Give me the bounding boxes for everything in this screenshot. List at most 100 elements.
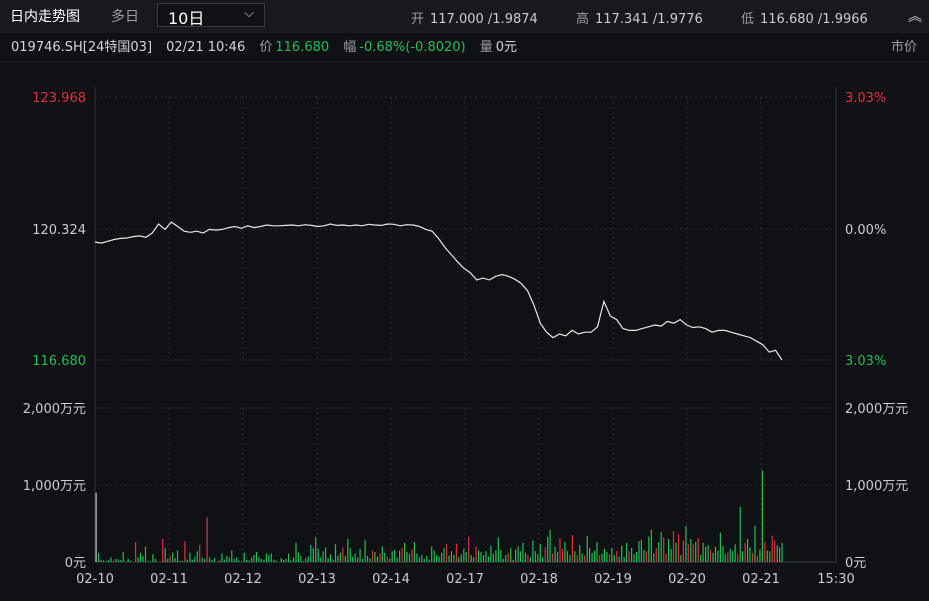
price-y-tick-label: 123.968 [32, 91, 86, 106]
x-tick-label: 02-12 [224, 572, 262, 587]
volume-y-tick-label-right: 0元 [845, 556, 866, 571]
volume-bar [692, 544, 694, 562]
volume-bar [670, 548, 672, 562]
top-bar [0, 0, 929, 33]
volume-bar [443, 548, 445, 562]
period-select[interactable]: 10日 ⌵ [157, 3, 265, 28]
volume-bar [233, 558, 235, 562]
volume-bar [406, 552, 408, 562]
volume-bar [579, 545, 581, 562]
volume-bar [102, 560, 105, 562]
market-price-label[interactable]: 市价 [891, 40, 918, 55]
volume-bar [221, 553, 223, 562]
volume-bar [653, 553, 655, 562]
volume-bar [571, 535, 573, 562]
volume-bar [120, 560, 122, 562]
volume-label: 量 [479, 40, 493, 55]
volume-bar [206, 517, 208, 562]
volume-bar [744, 542, 746, 563]
price-line [94, 221, 783, 361]
volume-bar [603, 548, 605, 562]
volume-bar [487, 556, 490, 562]
volume-bar [490, 545, 492, 562]
volume-bar [453, 555, 455, 562]
volume-bar [275, 560, 277, 562]
tab-multiday[interactable]: 多日 [111, 9, 139, 25]
x-tick-label: 02-14 [372, 572, 410, 587]
volume-bar [613, 555, 615, 562]
volume-bar [421, 555, 423, 562]
volume-bar [742, 551, 744, 562]
volume-bar [779, 547, 781, 562]
volume-bar [362, 558, 364, 562]
volume-bar [300, 555, 302, 562]
volume-bar [438, 556, 440, 562]
open-value: 117.000 /1.9874 [430, 12, 538, 27]
volume-bar [139, 552, 142, 562]
volume-bar [199, 545, 201, 562]
volume-bar [556, 552, 559, 562]
volume-bar [144, 546, 147, 562]
volume-bar [223, 559, 225, 562]
volume-bar [366, 555, 369, 562]
volume-bar [371, 550, 374, 562]
volume-bar [381, 546, 383, 562]
volume-bar [186, 559, 188, 562]
volume-bar [255, 552, 258, 562]
volume-bar [226, 555, 228, 562]
volume-bar [283, 559, 285, 562]
volume-y-tick-label-right: 1,000万元 [845, 479, 908, 494]
volume-bar [246, 559, 248, 562]
price-y-tick-label: 120.324 [32, 223, 86, 238]
volume-bar [135, 542, 137, 562]
volume-bar [724, 554, 726, 562]
volume-bar [352, 556, 354, 562]
volume-bar [428, 559, 430, 562]
volume-bar [495, 550, 497, 562]
volume-bar [589, 548, 591, 562]
volume-bar [465, 552, 467, 562]
volume-bar [633, 554, 635, 562]
volume-bar [650, 529, 652, 562]
volume-bar [705, 546, 707, 562]
volume-bar [317, 548, 319, 562]
x-tick-label: 02-20 [668, 572, 706, 587]
volume-bar [404, 542, 406, 563]
volume-bar [310, 545, 312, 562]
volume-bar [628, 551, 630, 562]
info-row: 019746.SH[24特国03] 02/21 10:46 价 116.680 幅… [11, 36, 517, 55]
x-tick-label: 02-17 [446, 572, 484, 587]
volume-bar [717, 550, 719, 562]
volume-bar [394, 549, 396, 562]
volume-bar [635, 552, 638, 562]
volume-bar [749, 547, 751, 562]
volume-bar [154, 558, 156, 562]
volume-y-tick-label-right: 2,000万元 [845, 402, 908, 417]
x-tick-label: 02-11 [150, 572, 188, 587]
tab-intraday[interactable]: 日内走势图 [10, 9, 80, 25]
volume-bar [737, 554, 739, 562]
volume-bar [591, 552, 593, 562]
volume-bar [537, 554, 539, 562]
volume-value: 0元 [495, 40, 518, 55]
volume-bar [251, 557, 253, 562]
volume-bar [399, 550, 401, 562]
volume-bar [655, 548, 657, 562]
volume-bar [492, 553, 494, 562]
volume-bar [122, 552, 124, 562]
volume-bar [265, 553, 267, 562]
volume-bar [569, 555, 571, 562]
volume-bar [616, 551, 618, 562]
volume-bar [552, 553, 554, 562]
datetime: 02/21 10:46 [166, 40, 246, 55]
volume-bar [228, 557, 230, 562]
volume-bar [396, 557, 398, 562]
volume-bar [539, 544, 541, 562]
volume-bar [288, 553, 290, 562]
volume-bar [354, 553, 356, 562]
volume-bar [431, 546, 433, 562]
volume-bar [379, 553, 381, 562]
volume-bar [332, 559, 334, 562]
collapse-up-icon[interactable]: ︽ [908, 9, 922, 25]
volume-bar [751, 552, 754, 562]
